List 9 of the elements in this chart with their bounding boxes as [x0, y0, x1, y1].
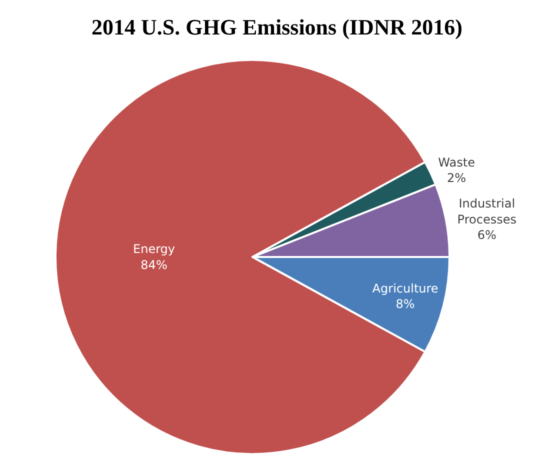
slice-label: Industrial Processes [457, 196, 516, 226]
data-label: 2% [447, 171, 466, 186]
slice-label: Agriculture [372, 281, 438, 296]
chart-title: 2014 U.S. GHG Emissions (IDNR 2016) [92, 14, 462, 40]
data-label: 6% [477, 228, 496, 242]
data-label: 8% [396, 297, 415, 312]
slice-label: Waste [438, 156, 475, 170]
data-label: 84% [140, 258, 168, 272]
slice-label: Energy [132, 242, 176, 256]
